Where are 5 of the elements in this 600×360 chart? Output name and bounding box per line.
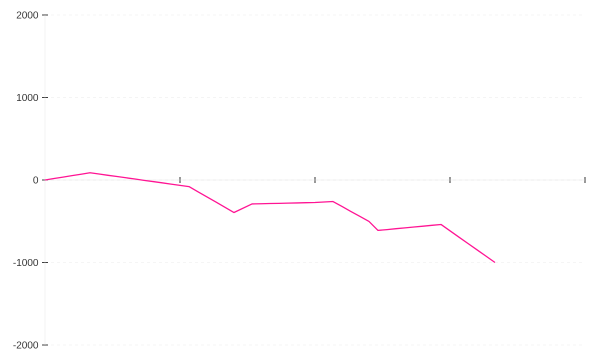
- y-tick-label: 2000: [16, 11, 38, 19]
- y-tick-label: -2000: [13, 341, 38, 349]
- y-tick-label: 0: [33, 176, 38, 184]
- y-tick-label: -1000: [13, 258, 38, 266]
- y-tick-label: 1000: [16, 94, 38, 102]
